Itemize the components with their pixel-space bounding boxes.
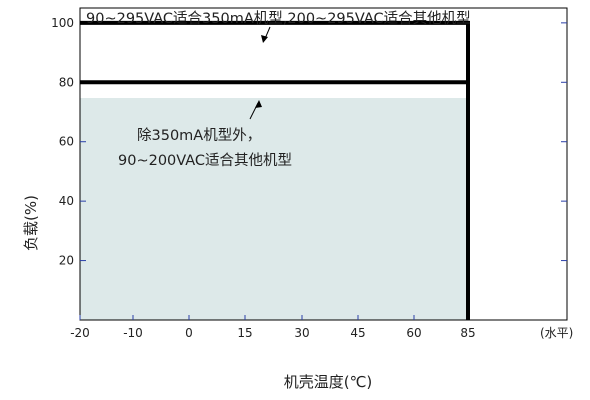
x-tick-label: 0	[185, 326, 193, 340]
annotation-mid-2: 90~200VAC适合其他机型	[118, 152, 292, 169]
series-line-100	[80, 20, 470, 320]
x-tick-label: 85	[460, 326, 475, 340]
y-tick-label: 80	[59, 75, 74, 89]
safe-area-fill	[80, 98, 468, 320]
y-axis-title: 负载(%)	[22, 195, 40, 251]
x-tick-label: 60	[406, 326, 421, 340]
y-axis-ticks: 20 40 60 80 100	[51, 16, 567, 268]
y-tick-label: 100	[51, 16, 74, 30]
arrow-80-head	[255, 100, 262, 108]
x-tick-label: -10	[123, 326, 143, 340]
x-tick-label: 15	[237, 326, 252, 340]
series-group	[80, 20, 470, 320]
y-tick-label: 60	[59, 135, 74, 149]
x-axis-title: 机壳温度(℃)	[284, 373, 373, 391]
x-axis-ticks: -20 -10 0 15 30 45 60 85	[70, 315, 476, 340]
arrow-top-head	[261, 35, 268, 43]
x-unit-label: (水平)	[540, 326, 573, 340]
plot-frame	[79, 7, 568, 321]
y-tick-label: 40	[59, 194, 74, 208]
annotation-top: 90~295VAC适合350mA机型,200~295VAC适合其他机型	[86, 10, 471, 27]
y-tick-label: 20	[59, 254, 74, 268]
x-tick-label: 30	[294, 326, 309, 340]
x-tick-label: 45	[350, 326, 365, 340]
x-tick-label: -20	[70, 326, 90, 340]
annotation-mid-1: 除350mA机型外，	[137, 127, 261, 144]
